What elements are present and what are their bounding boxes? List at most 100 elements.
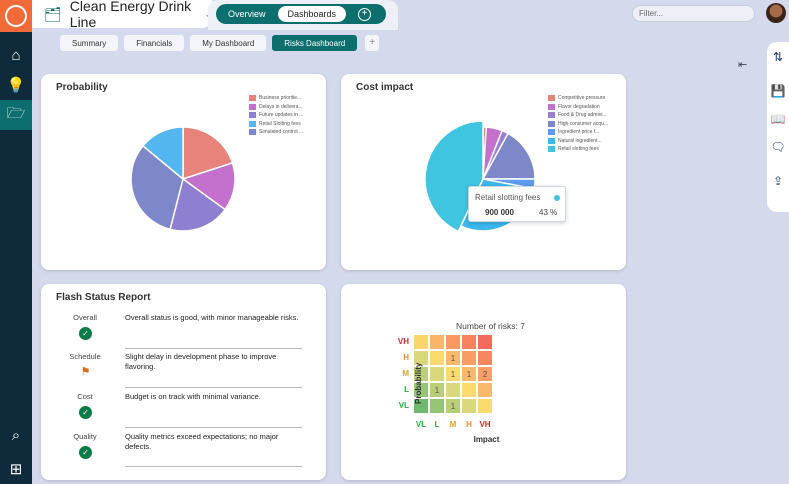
legend-swatch (249, 129, 256, 136)
status-row: Cost ✓ Budget is on track with minimal var… (60, 392, 302, 428)
add-subtab-icon[interactable]: + (365, 35, 380, 51)
x-tick-label: M (449, 420, 457, 429)
x-tick-label: VH (479, 420, 491, 429)
exit-icon[interactable]: ⇤ (738, 59, 748, 71)
legend-item[interactable]: Food & Drug admini... (548, 111, 608, 120)
matrix-cell[interactable] (461, 350, 477, 366)
legend-item[interactable]: Simulated control ... (249, 128, 303, 137)
subtab-financials[interactable]: Financials (124, 35, 185, 51)
legend-swatch (548, 112, 555, 119)
legend-label: Retail Slotting fees (259, 120, 301, 127)
matrix-cell[interactable] (429, 350, 445, 366)
matrix-cell[interactable]: 2 (477, 366, 493, 382)
matrix-cell[interactable] (461, 398, 477, 414)
matrix-cell[interactable] (413, 366, 429, 382)
tooltip-value: 900 000 (485, 208, 514, 217)
legend-label: Flavor degradation (558, 103, 600, 110)
status-row: Overall ✓ Overall status is good, with min… (60, 313, 302, 349)
pie-slice[interactable] (130, 144, 184, 231)
legend-item[interactable]: Delays in delivera... (249, 103, 303, 112)
matrix-cell[interactable] (429, 366, 445, 382)
divider (125, 466, 302, 467)
legend-item[interactable]: Natural ingredient... (548, 137, 608, 146)
matrix-cell[interactable]: 1 (445, 366, 461, 382)
divider (125, 427, 302, 428)
sort-icon[interactable]: ⇅ (772, 50, 784, 64)
matrix-cell[interactable]: 1 (429, 382, 445, 398)
legend-item[interactable]: Competitive pressure (548, 94, 608, 103)
legend-label: High consumer acqu... (558, 120, 609, 127)
legend-swatch (548, 129, 555, 136)
avatar[interactable] (766, 3, 786, 23)
subtab-risks-dashboard[interactable]: Risks Dashboard (272, 35, 358, 51)
matrix-cell[interactable] (429, 398, 445, 414)
matrix-cell[interactable] (413, 334, 429, 350)
save-icon[interactable]: 💾 (770, 84, 786, 98)
matrix-cell[interactable] (461, 382, 477, 398)
matrix-cell[interactable] (461, 334, 477, 350)
comment-icon[interactable]: 🗨 (770, 140, 786, 154)
folder-icon[interactable]: 🗁 (0, 100, 32, 130)
flag-icon: ⚑ (80, 366, 91, 378)
tooltip-label: Retail slotting fees (475, 193, 541, 202)
matrix-cell[interactable] (477, 334, 493, 350)
book-icon[interactable]: 📖 (770, 112, 786, 126)
y-tick-label: VH (397, 337, 409, 346)
filter-input[interactable]: Filter... (632, 5, 755, 22)
add-icon[interactable]: ⊞ (9, 461, 23, 478)
legend-item[interactable]: Future updates in ... (249, 111, 303, 120)
app-logo[interactable] (0, 0, 32, 32)
check-circle-icon: ✓ (79, 327, 92, 340)
y-tick-label: M (402, 369, 409, 378)
home-icon[interactable]: ⌂ (11, 46, 21, 64)
matrix-cell[interactable] (477, 382, 493, 398)
legend-item[interactable]: Ingredient price f... (548, 128, 608, 137)
pie-slice[interactable] (181, 161, 236, 211)
pie-slice[interactable] (481, 132, 536, 180)
tooltip-dot (554, 195, 560, 201)
pie-slice[interactable] (169, 177, 227, 232)
matrix-cell[interactable] (413, 382, 429, 398)
subtab-my-dashboard[interactable]: My Dashboard (190, 35, 267, 51)
probability-legend: Business prioritie... Delays in delivera.… (249, 94, 304, 137)
legend-swatch (249, 120, 256, 127)
legend-swatch (548, 120, 555, 127)
pie-slice[interactable] (182, 126, 234, 181)
search-icon[interactable]: ⌕ (11, 426, 21, 444)
matrix-cell[interactable] (445, 382, 461, 398)
y-axis-label: Probability (414, 362, 423, 404)
legend-item[interactable]: High consumer acqu... (548, 120, 608, 129)
x-tick-label: H (466, 420, 472, 429)
legend-item[interactable]: Retail slotting fees (548, 145, 608, 154)
cost-impact-card: Cost impact Competitive pressure Flavor d… (341, 74, 626, 270)
matrix-cell[interactable] (413, 398, 429, 414)
matrix-cell[interactable]: 1 (445, 350, 461, 366)
card-title: Cost impact (356, 82, 414, 93)
legend-item[interactable]: Business prioritie... (249, 94, 303, 103)
divider (125, 348, 302, 349)
tab-overview[interactable]: Overview (228, 9, 266, 19)
legend-item[interactable]: Retail Slotting fees (249, 120, 303, 129)
add-tab-icon[interactable]: + (358, 7, 372, 21)
check-circle-icon: ✓ (79, 406, 92, 419)
matrix-cell[interactable] (445, 334, 461, 350)
lightbulb-icon[interactable]: 💡 (6, 77, 26, 94)
cost-impact-legend: Competitive pressure Flavor degradation Fo… (548, 94, 609, 154)
matrix-cell[interactable]: 1 (445, 398, 461, 414)
x-tick-label: L (434, 420, 440, 429)
matrix-cell[interactable] (477, 350, 493, 366)
pie-slice[interactable] (141, 126, 184, 181)
matrix-cell[interactable] (429, 334, 445, 350)
status-text: Quality metrics exceed expectations; no … (125, 432, 279, 451)
subtab-summary[interactable]: Summary (60, 35, 119, 51)
matrix-title: Number of risks: 7 (456, 321, 525, 331)
project-selector[interactable]: 🗂 Clean Energy Drink Line ⌄ (32, 0, 212, 30)
matrix-cell[interactable]: 1 (461, 366, 477, 382)
matrix-cell[interactable] (413, 350, 429, 366)
legend-label: Delays in delivera... (259, 103, 303, 110)
legend-item[interactable]: Flavor degradation (548, 103, 608, 112)
legend-label: Ingredient price f... (558, 129, 600, 136)
matrix-cell[interactable] (477, 398, 493, 414)
upload-icon[interactable]: ⇪ (772, 174, 784, 188)
tab-dashboards[interactable]: Dashboards (277, 6, 347, 22)
